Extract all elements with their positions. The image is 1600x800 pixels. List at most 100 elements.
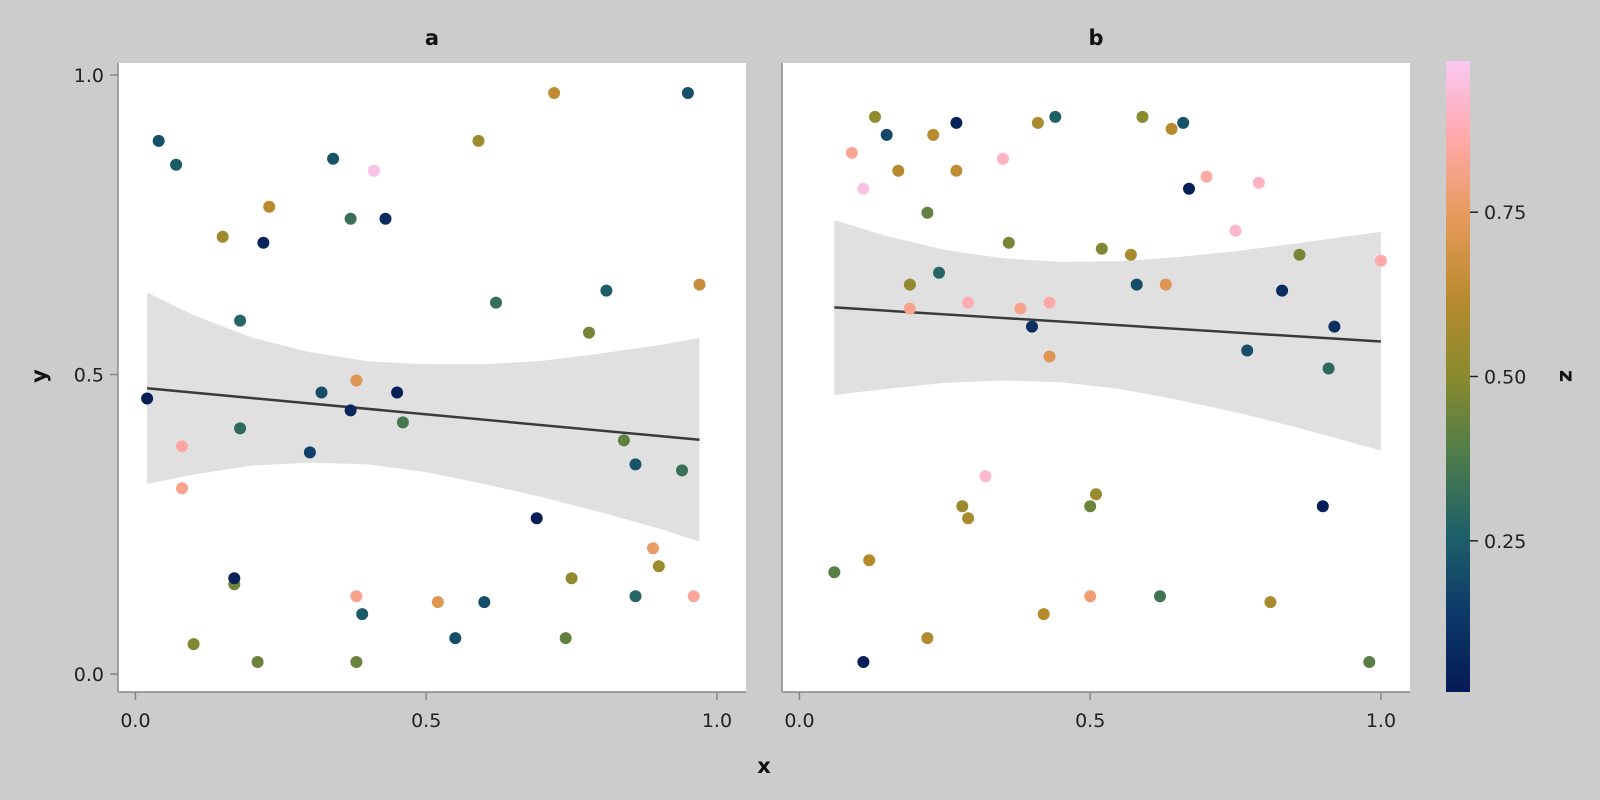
- data-point: [933, 266, 945, 279]
- colorbar: 0.25 0.50 0.75 z: [1446, 61, 1579, 692]
- data-point: [962, 296, 975, 309]
- data-point: [344, 404, 357, 417]
- colorbar-tick-label: 0.75: [1484, 202, 1526, 224]
- data-point: [216, 230, 229, 243]
- data-point: [251, 656, 264, 668]
- data-point: [234, 314, 247, 327]
- confidence-band-a: [147, 292, 700, 542]
- data-point: [600, 284, 613, 297]
- fit-line-a: [146, 387, 700, 442]
- data-point: [1154, 590, 1166, 603]
- data-point: [1095, 242, 1108, 255]
- data-point: [396, 416, 409, 429]
- data-point: [170, 158, 183, 171]
- data-point: [559, 632, 572, 645]
- data-point: [1177, 116, 1190, 129]
- data-point: [350, 374, 363, 387]
- data-point: [344, 212, 357, 225]
- data-point: [1183, 182, 1195, 195]
- data-point: [176, 440, 188, 453]
- data-point: [950, 164, 963, 177]
- data-point: [845, 146, 858, 159]
- panel-a: 0.0 0.5 1.0 0.0 0.5 1.0 a: [74, 26, 746, 732]
- data-point: [892, 164, 905, 177]
- colorbar-tick-label: 0.25: [1484, 531, 1526, 553]
- data-point: [1043, 296, 1056, 309]
- confidence-band-b: [834, 220, 1381, 451]
- data-point: [530, 512, 543, 525]
- data-point: [234, 422, 247, 435]
- data-point: [1241, 344, 1254, 357]
- data-point: [431, 596, 444, 609]
- y-axis-label: y: [27, 369, 51, 383]
- x-tick-label: 1.0: [1366, 710, 1396, 732]
- data-point: [857, 656, 870, 668]
- data-point: [647, 542, 659, 555]
- data-point: [350, 656, 363, 668]
- data-point: [1328, 320, 1341, 333]
- data-point: [1002, 236, 1015, 249]
- data-point: [1229, 224, 1242, 237]
- data-point: [676, 464, 688, 477]
- data-point: [228, 572, 241, 585]
- data-point: [478, 596, 491, 609]
- data-point: [356, 608, 369, 621]
- data-point: [350, 590, 363, 603]
- data-point: [956, 500, 969, 513]
- data-point: [1014, 302, 1027, 315]
- data-point: [1124, 248, 1137, 261]
- data-point: [629, 458, 642, 471]
- data-point: [950, 116, 963, 129]
- data-point: [1043, 350, 1056, 363]
- data-point: [1264, 596, 1277, 609]
- colorbar-label: z: [1555, 370, 1579, 382]
- x-tick-label: 1.0: [702, 710, 732, 732]
- data-point: [391, 386, 404, 399]
- data-point: [903, 278, 916, 291]
- data-point: [828, 566, 841, 579]
- data-point: [548, 87, 561, 99]
- panel-title: a: [425, 26, 439, 50]
- data-point: [583, 326, 595, 339]
- y-tick-label: 0.5: [74, 365, 104, 387]
- data-point: [1276, 284, 1289, 297]
- data-point: [617, 434, 630, 447]
- data-point: [869, 110, 881, 123]
- data-point: [1084, 590, 1097, 603]
- data-point: [1031, 116, 1044, 129]
- data-point: [1363, 656, 1376, 668]
- data-point: [1200, 170, 1213, 183]
- data-point: [863, 554, 876, 567]
- data-point: [921, 632, 934, 645]
- data-point: [141, 392, 154, 405]
- data-point: [257, 236, 270, 249]
- y-tick-label: 0.0: [74, 664, 104, 686]
- colorbar-gradient: [1446, 61, 1470, 692]
- data-point: [449, 632, 462, 645]
- panel-b: 0.0 0.5 1.0 b: [781, 26, 1410, 732]
- data-point: [176, 482, 188, 495]
- data-point: [367, 164, 380, 177]
- data-point: [927, 128, 940, 141]
- data-point: [1316, 500, 1329, 513]
- data-point: [629, 590, 642, 603]
- data-point: [379, 212, 392, 225]
- data-point: [681, 87, 694, 99]
- data-point: [187, 638, 200, 651]
- y-tick-label: 1.0: [74, 65, 104, 87]
- data-point: [490, 296, 502, 309]
- data-point: [979, 470, 992, 483]
- data-point: [693, 278, 706, 291]
- data-point: [303, 446, 316, 459]
- data-point: [997, 152, 1009, 165]
- data-point: [263, 200, 276, 213]
- data-point: [1374, 254, 1387, 267]
- data-point: [1252, 176, 1265, 189]
- data-point: [315, 386, 328, 399]
- data-point: [857, 182, 870, 195]
- data-point: [1049, 110, 1062, 123]
- data-point: [327, 152, 340, 165]
- data-point: [1322, 362, 1335, 375]
- data-point: [1084, 500, 1097, 513]
